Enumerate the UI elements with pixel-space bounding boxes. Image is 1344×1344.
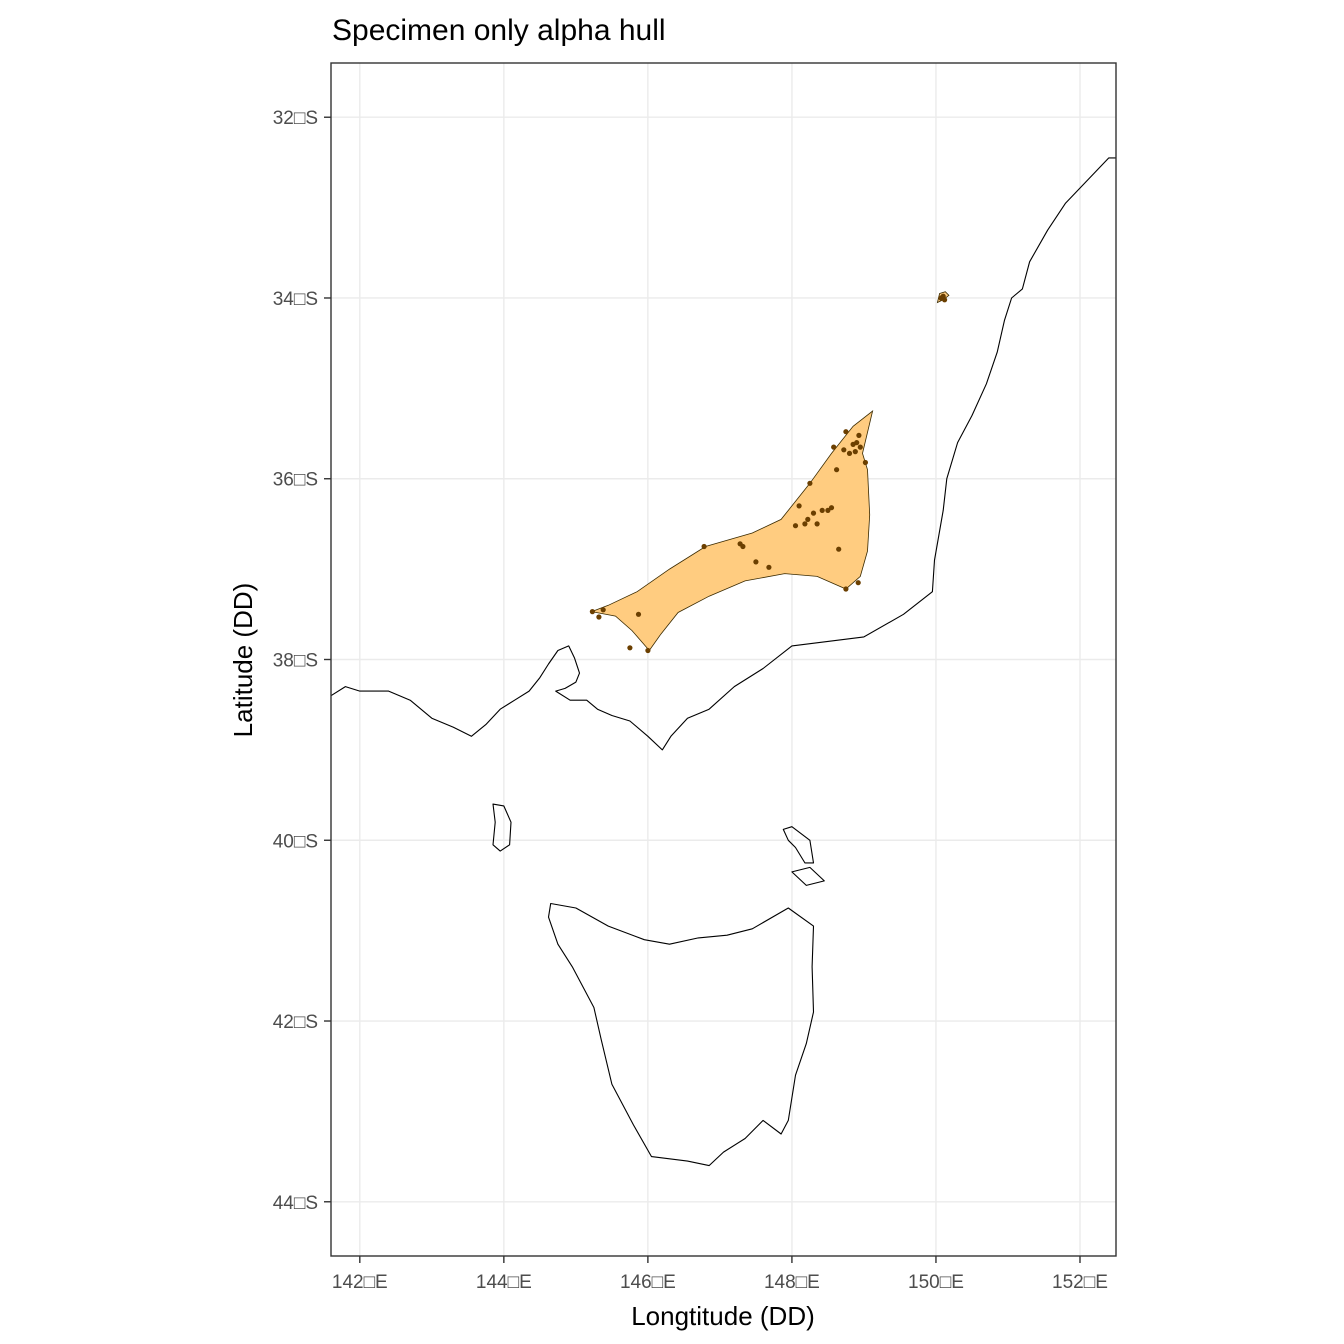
specimen-point — [846, 450, 853, 456]
alpha-hull-polygon-1 — [590, 409, 874, 652]
coastline-layer — [330, 157, 1116, 1167]
specimen-point — [854, 440, 860, 446]
specimen-point — [810, 510, 817, 516]
x-tick-label: 146□E — [620, 1272, 676, 1293]
x-tick-label: 152□E — [1052, 1272, 1108, 1293]
gridlines — [331, 63, 1116, 1256]
specimen-point — [596, 614, 602, 620]
y-tick-label: 44□S — [273, 1193, 318, 1214]
specimen-point — [843, 429, 849, 435]
specimen-point — [942, 297, 948, 303]
y-tick-label: 32□S — [273, 108, 318, 129]
specimen-point — [600, 607, 606, 613]
specimen-point — [645, 647, 651, 654]
specimen-point — [855, 580, 861, 586]
coastline-cape-barren-island — [791, 866, 825, 886]
coastline-flinders-island — [782, 826, 815, 864]
x-tick-label: 150□E — [908, 1272, 964, 1293]
specimen-point — [834, 467, 840, 473]
specimen-point — [792, 523, 799, 529]
specimen-point — [841, 447, 847, 453]
x-tick-label: 144□E — [476, 1272, 532, 1293]
specimen-point — [857, 444, 863, 450]
y-axis: 32□S 34□S 36□S 38□S 40□S 42□S 44□S — [273, 108, 331, 1214]
x-tick-label: 142□E — [332, 1272, 388, 1293]
y-tick-label: 42□S — [273, 1012, 318, 1033]
specimen-point — [635, 611, 642, 617]
specimen-point — [589, 609, 596, 615]
x-axis-title: Longtitude (DD) — [631, 1301, 815, 1331]
specimen-point — [825, 507, 831, 513]
specimen-point — [828, 505, 835, 511]
specimen-point — [766, 564, 772, 570]
x-tick-label: 148□E — [764, 1272, 820, 1293]
specimen-point — [856, 432, 862, 438]
specimen-point — [852, 449, 858, 455]
specimen-point — [796, 503, 802, 509]
y-tick-label: 38□S — [273, 651, 318, 672]
coastline-king-island — [492, 803, 512, 852]
specimen-point — [836, 546, 842, 552]
specimen-point — [805, 516, 811, 523]
specimen-point — [807, 480, 813, 486]
coastline-tasmania — [547, 902, 815, 1167]
specimen-point — [819, 507, 825, 513]
specimen-point — [814, 521, 820, 527]
specimen-point — [627, 645, 633, 651]
y-axis-title: Latitude (DD) — [228, 583, 258, 738]
specimen-point — [740, 543, 746, 550]
specimen-point — [701, 543, 707, 550]
chart-title: Specimen only alpha hull — [332, 14, 666, 47]
x-axis: 142□E 144□E 146□E 148□E 150□E 152□E — [332, 1256, 1108, 1293]
coastline-mainland — [330, 157, 1116, 751]
specimen-point — [843, 586, 849, 592]
specimen-point — [831, 444, 837, 450]
specimen-point — [753, 559, 759, 565]
specimen-point — [862, 459, 869, 466]
specimen-points-layer — [589, 293, 948, 654]
specimen-point — [802, 521, 808, 527]
y-tick-label: 36□S — [273, 470, 318, 491]
y-tick-label: 40□S — [273, 831, 318, 852]
y-tick-label: 34□S — [273, 289, 318, 310]
